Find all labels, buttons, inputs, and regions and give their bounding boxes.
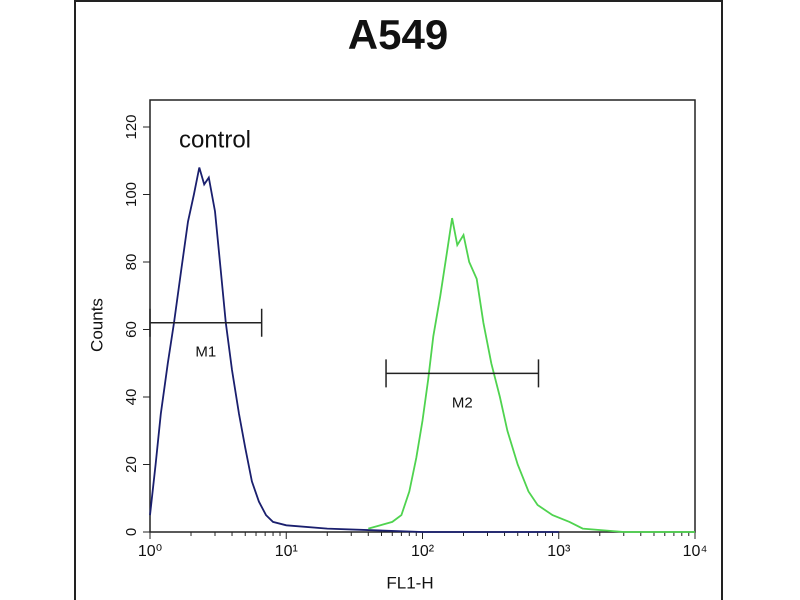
- histogram-line: [368, 217, 695, 533]
- y-tick-label: 0: [123, 528, 140, 536]
- marker-label: M1: [195, 344, 216, 361]
- annotation: control: [179, 126, 251, 153]
- y-tick-label: 20: [123, 456, 140, 473]
- x-tick-label: 10⁴: [683, 543, 708, 560]
- x-tick-label: 10²: [411, 543, 435, 560]
- y-tick-label: 60: [123, 321, 140, 338]
- marker-label: M2: [452, 394, 473, 411]
- x-axis-label: FL1-H: [386, 573, 433, 592]
- plot-area: [149, 99, 696, 533]
- y-tick-label: 80: [123, 254, 140, 271]
- chart-title: A549: [348, 11, 448, 58]
- y-tick-label: 100: [123, 182, 140, 207]
- x-tick-label: 10³: [547, 543, 571, 560]
- x-tick-label: 10⁰: [138, 543, 162, 560]
- y-tick-label: 40: [123, 389, 140, 406]
- frame: [74, 0, 723, 600]
- x-tick-label: 10¹: [275, 543, 298, 560]
- y-tick-label: 120: [123, 114, 140, 139]
- y-axis-label: Counts: [87, 298, 106, 352]
